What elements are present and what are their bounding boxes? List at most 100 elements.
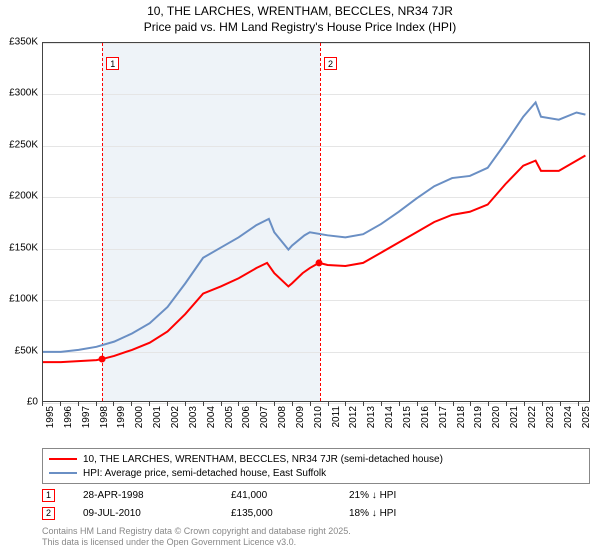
marker-date: 09-JUL-2010 <box>83 508 203 519</box>
x-tick-label: 2024 <box>563 406 574 428</box>
x-tick-mark <box>185 402 186 406</box>
legend-swatch <box>49 458 77 460</box>
x-tick-mark <box>203 402 204 406</box>
x-tick-mark <box>453 402 454 406</box>
x-tick-label: 2018 <box>456 406 467 428</box>
x-tick-label: 2003 <box>188 406 199 428</box>
x-tick-label: 2025 <box>581 406 592 428</box>
x-tick-mark <box>578 402 579 406</box>
marker-hpi: 21% ↓ HPI <box>349 490 439 501</box>
y-tick-label: £0 <box>27 397 38 408</box>
x-tick-label: 2006 <box>241 406 252 428</box>
x-tick-label: 2004 <box>206 406 217 428</box>
x-tick-mark <box>435 402 436 406</box>
x-tick-mark <box>560 402 561 406</box>
x-axis: 1995 1996 1997 1998 1999 2000 2001 2002 2003 2004… <box>42 402 590 442</box>
x-tick-mark <box>363 402 364 406</box>
x-tick-label: 2011 <box>331 406 342 428</box>
y-tick-label: £350K <box>9 37 38 48</box>
marker-price: £135,000 <box>231 508 321 519</box>
x-tick-mark <box>345 402 346 406</box>
x-tick-label: 2022 <box>527 406 538 428</box>
x-tick-mark <box>256 402 257 406</box>
x-tick-mark <box>328 402 329 406</box>
chart-container: 10, THE LARCHES, WRENTHAM, BECCLES, NR34… <box>0 0 600 560</box>
y-tick-label: £250K <box>9 139 38 150</box>
marker-dot <box>99 356 106 363</box>
x-tick-mark <box>149 402 150 406</box>
attribution-line-1: Contains HM Land Registry data © Crown c… <box>42 526 590 537</box>
x-tick-label: 2019 <box>473 406 484 428</box>
x-tick-mark <box>96 402 97 406</box>
series-line <box>43 155 585 362</box>
legend-label: HPI: Average price, semi-detached house,… <box>83 468 326 479</box>
y-tick-label: £200K <box>9 191 38 202</box>
legend: 10, THE LARCHES, WRENTHAM, BECCLES, NR34… <box>42 448 590 484</box>
x-tick-label: 2002 <box>170 406 181 428</box>
y-tick-label: £300K <box>9 88 38 99</box>
x-tick-label: 2015 <box>402 406 413 428</box>
x-tick-label: 1996 <box>63 406 74 428</box>
marker-table-row: 1 28-APR-1998 £41,000 21% ↓ HPI <box>42 486 590 504</box>
x-tick-label: 2017 <box>438 406 449 428</box>
x-tick-mark <box>113 402 114 406</box>
x-tick-label: 2021 <box>509 406 520 428</box>
x-tick-label: 2008 <box>277 406 288 428</box>
x-tick-label: 2016 <box>420 406 431 428</box>
x-tick-mark <box>381 402 382 406</box>
x-tick-label: 2012 <box>348 406 359 428</box>
x-tick-mark <box>542 402 543 406</box>
legend-row: HPI: Average price, semi-detached house,… <box>49 466 583 480</box>
legend-swatch <box>49 472 77 474</box>
marker-index-box: 2 <box>42 507 55 520</box>
x-tick-mark <box>238 402 239 406</box>
chart-title: 10, THE LARCHES, WRENTHAM, BECCLES, NR34… <box>0 0 600 35</box>
x-tick-label: 2014 <box>384 406 395 428</box>
legend-label: 10, THE LARCHES, WRENTHAM, BECCLES, NR34… <box>83 454 443 465</box>
y-tick-label: £100K <box>9 294 38 305</box>
x-tick-mark <box>399 402 400 406</box>
legend-row: 10, THE LARCHES, WRENTHAM, BECCLES, NR34… <box>49 452 583 466</box>
y-tick-label: £150K <box>9 242 38 253</box>
marker-table-row: 2 09-JUL-2010 £135,000 18% ↓ HPI <box>42 504 590 522</box>
x-tick-label: 2023 <box>545 406 556 428</box>
x-tick-mark <box>42 402 43 406</box>
x-tick-mark <box>488 402 489 406</box>
x-tick-label: 2009 <box>295 406 306 428</box>
x-tick-label: 1998 <box>99 406 110 428</box>
x-tick-mark <box>470 402 471 406</box>
x-tick-label: 2010 <box>313 406 324 428</box>
series-svg <box>43 43 589 401</box>
x-tick-mark <box>506 402 507 406</box>
x-tick-mark <box>310 402 311 406</box>
title-line-1: 10, THE LARCHES, WRENTHAM, BECCLES, NR34… <box>0 4 600 20</box>
marker-date: 28-APR-1998 <box>83 490 203 501</box>
marker-price: £41,000 <box>231 490 321 501</box>
x-tick-label: 2007 <box>259 406 270 428</box>
x-tick-mark <box>167 402 168 406</box>
x-tick-label: 2013 <box>366 406 377 428</box>
x-tick-mark <box>131 402 132 406</box>
marker-index-box: 1 <box>42 489 55 502</box>
title-line-2: Price paid vs. HM Land Registry's House … <box>0 20 600 36</box>
attribution-line-2: This data is licensed under the Open Gov… <box>42 537 590 548</box>
plot-area: 12 <box>42 42 590 402</box>
marker-hpi: 18% ↓ HPI <box>349 508 439 519</box>
y-tick-label: £50K <box>15 345 38 356</box>
x-tick-mark <box>60 402 61 406</box>
y-axis: £0£50K£100K£150K£200K£250K£300K£350K <box>0 42 40 402</box>
x-tick-mark <box>524 402 525 406</box>
x-tick-label: 1999 <box>116 406 127 428</box>
x-tick-label: 1997 <box>81 406 92 428</box>
x-tick-label: 2000 <box>134 406 145 428</box>
marker-dot <box>316 259 323 266</box>
x-tick-label: 2005 <box>224 406 235 428</box>
x-tick-mark <box>78 402 79 406</box>
x-tick-label: 2020 <box>491 406 502 428</box>
attribution: Contains HM Land Registry data © Crown c… <box>42 526 590 548</box>
x-tick-label: 2001 <box>152 406 163 428</box>
x-tick-mark <box>417 402 418 406</box>
x-tick-mark <box>274 402 275 406</box>
x-tick-label: 1995 <box>45 406 56 428</box>
x-tick-mark <box>292 402 293 406</box>
